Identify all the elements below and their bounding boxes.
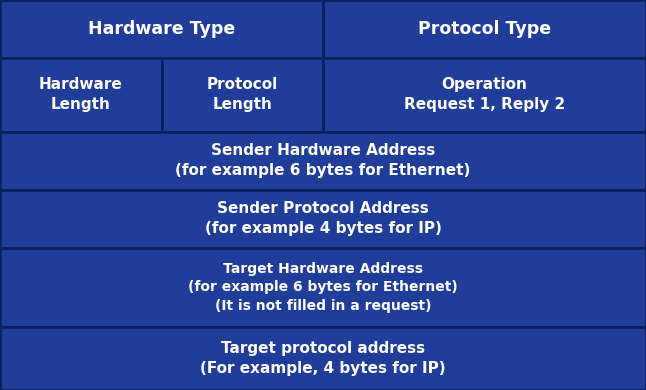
Text: Sender Protocol Address
(for example 4 bytes for IP): Sender Protocol Address (for example 4 b… (205, 201, 441, 236)
Bar (323, 0, 646, 58)
Bar (0, 58, 162, 132)
Text: Target Hardware Address
(for example 6 bytes for Ethernet)
(It is not filled in : Target Hardware Address (for example 6 b… (188, 262, 458, 313)
Bar (323, 58, 646, 132)
Text: Protocol
Length: Protocol Length (207, 78, 278, 112)
Bar (0, 248, 646, 327)
Text: Hardware Type: Hardware Type (88, 20, 235, 38)
Text: Target protocol address
(For example, 4 bytes for IP): Target protocol address (For example, 4 … (200, 341, 446, 376)
Text: Protocol Type: Protocol Type (418, 20, 551, 38)
Bar (0, 0, 323, 58)
Bar (162, 58, 323, 132)
Bar (0, 327, 646, 390)
Bar (0, 190, 646, 248)
Text: Sender Hardware Address
(for example 6 bytes for Ethernet): Sender Hardware Address (for example 6 b… (175, 144, 471, 178)
Text: Operation
Request 1, Reply 2: Operation Request 1, Reply 2 (404, 78, 565, 112)
Text: Hardware
Length: Hardware Length (39, 78, 123, 112)
Bar (0, 132, 646, 190)
